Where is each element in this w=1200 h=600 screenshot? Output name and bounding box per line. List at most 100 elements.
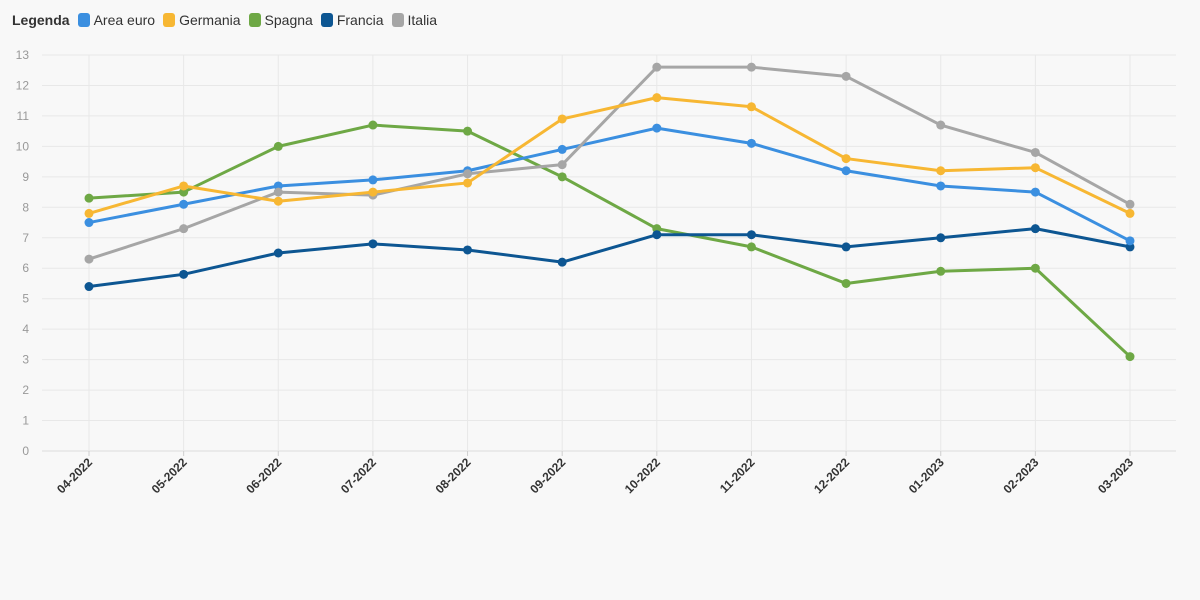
data-point-spagna[interactable] xyxy=(273,141,283,151)
data-point-francia[interactable] xyxy=(368,239,378,249)
data-point-area-euro[interactable] xyxy=(841,166,851,176)
legend-swatch-spagna xyxy=(248,13,261,27)
y-tick-label: 0 xyxy=(22,444,29,458)
x-tick-label: 02-2023 xyxy=(1000,455,1041,496)
legend-label-area-euro: Area euro xyxy=(93,12,156,28)
x-tick-label: 10-2022 xyxy=(622,455,663,496)
data-point-italia[interactable] xyxy=(746,62,756,72)
series-line-area-euro xyxy=(87,126,1132,243)
data-point-francia[interactable] xyxy=(652,230,662,240)
y-tick-label: 9 xyxy=(22,170,29,184)
data-point-francia[interactable] xyxy=(273,248,283,258)
data-point-area-euro[interactable] xyxy=(1030,187,1040,197)
x-tick-label: 03-2023 xyxy=(1095,455,1136,496)
data-point-germania[interactable] xyxy=(84,208,94,218)
y-tick-label: 5 xyxy=(22,292,29,306)
legend-item-spagna[interactable]: Spagna xyxy=(248,12,313,28)
series-line-francia xyxy=(87,227,1132,289)
data-point-francia[interactable] xyxy=(179,269,189,279)
data-point-italia[interactable] xyxy=(1030,147,1040,157)
data-point-area-euro[interactable] xyxy=(936,181,946,191)
data-point-francia[interactable] xyxy=(936,233,946,243)
x-tick-label: 12-2022 xyxy=(811,455,852,496)
legend-label-francia: Francia xyxy=(336,12,384,28)
legend-swatch-area-euro xyxy=(77,13,90,27)
data-point-italia[interactable] xyxy=(936,120,946,130)
data-point-spagna[interactable] xyxy=(463,126,473,136)
x-tick-label: 06-2022 xyxy=(243,455,284,496)
data-point-area-euro[interactable] xyxy=(1125,236,1135,246)
data-point-spagna[interactable] xyxy=(936,266,946,276)
legend-item-italia[interactable]: Italia xyxy=(391,12,438,28)
series-line-germania xyxy=(87,96,1132,215)
y-tick-label: 13 xyxy=(16,48,30,62)
chart-legend: Legenda Area euro Germania Spagna Franci… xyxy=(12,12,445,28)
data-point-italia[interactable] xyxy=(652,62,662,72)
legend-swatch-germania xyxy=(163,13,176,27)
y-tick-label: 6 xyxy=(22,261,29,275)
data-point-germania[interactable] xyxy=(557,114,567,124)
data-point-spagna[interactable] xyxy=(1125,352,1135,362)
legend-label-germania: Germania xyxy=(179,12,241,28)
y-tick-label: 7 xyxy=(22,231,29,245)
x-tick-label: 07-2022 xyxy=(338,455,379,496)
data-point-italia[interactable] xyxy=(179,224,189,234)
data-point-area-euro[interactable] xyxy=(84,218,94,228)
data-point-spagna[interactable] xyxy=(746,242,756,252)
data-point-spagna[interactable] xyxy=(84,193,94,203)
data-point-spagna[interactable] xyxy=(368,120,378,130)
legend-item-francia[interactable]: Francia xyxy=(320,12,384,28)
legend-title: Legenda xyxy=(12,12,70,28)
data-point-germania[interactable] xyxy=(273,196,283,206)
data-point-francia[interactable] xyxy=(1030,224,1040,234)
data-point-francia[interactable] xyxy=(84,282,94,292)
y-tick-label: 12 xyxy=(16,78,30,92)
data-point-germania[interactable] xyxy=(368,187,378,197)
data-point-italia[interactable] xyxy=(463,169,473,179)
data-point-area-euro[interactable] xyxy=(557,144,567,154)
y-tick-label: 11 xyxy=(17,109,30,123)
data-point-francia[interactable] xyxy=(746,230,756,240)
data-point-germania[interactable] xyxy=(179,181,189,191)
data-point-area-euro[interactable] xyxy=(179,199,189,209)
legend-swatch-italia xyxy=(391,13,404,27)
y-tick-label: 2 xyxy=(22,383,29,397)
data-point-italia[interactable] xyxy=(841,71,851,81)
x-tick-label: 09-2022 xyxy=(527,455,568,496)
y-tick-label: 8 xyxy=(22,200,29,214)
legend-swatch-francia xyxy=(320,13,333,27)
y-tick-label: 10 xyxy=(16,139,30,153)
data-point-spagna[interactable] xyxy=(557,172,567,182)
y-tick-label: 1 xyxy=(22,414,29,428)
legend-label-spagna: Spagna xyxy=(264,12,313,28)
x-tick-label: 08-2022 xyxy=(433,455,474,496)
data-point-italia[interactable] xyxy=(273,187,283,197)
x-tick-label: 05-2022 xyxy=(149,455,190,496)
data-point-area-euro[interactable] xyxy=(652,123,662,133)
legend-item-germania[interactable]: Germania xyxy=(163,12,241,28)
data-point-francia[interactable] xyxy=(557,257,567,267)
data-point-germania[interactable] xyxy=(1030,163,1040,173)
data-point-germania[interactable] xyxy=(746,102,756,112)
data-point-spagna[interactable] xyxy=(841,278,851,288)
x-tick-label: 11-2022 xyxy=(717,455,758,496)
data-point-italia[interactable] xyxy=(1125,199,1135,209)
x-tick-label: 01-2023 xyxy=(906,455,947,496)
data-point-germania[interactable] xyxy=(652,93,662,103)
legend-item-area-euro[interactable]: Area euro xyxy=(77,12,156,28)
data-point-spagna[interactable] xyxy=(1030,263,1040,273)
data-point-italia[interactable] xyxy=(84,254,94,264)
y-tick-label: 4 xyxy=(22,322,29,336)
data-point-germania[interactable] xyxy=(936,166,946,176)
data-point-francia[interactable] xyxy=(841,242,851,252)
data-point-francia[interactable] xyxy=(463,245,473,255)
data-point-germania[interactable] xyxy=(1125,208,1135,218)
legend-label-italia: Italia xyxy=(407,12,438,28)
data-point-area-euro[interactable] xyxy=(368,175,378,185)
data-point-area-euro[interactable] xyxy=(746,138,756,148)
data-point-germania[interactable] xyxy=(841,154,851,164)
data-point-germania[interactable] xyxy=(463,178,473,188)
series-line-spagna xyxy=(87,123,1132,359)
data-point-italia[interactable] xyxy=(557,160,567,170)
